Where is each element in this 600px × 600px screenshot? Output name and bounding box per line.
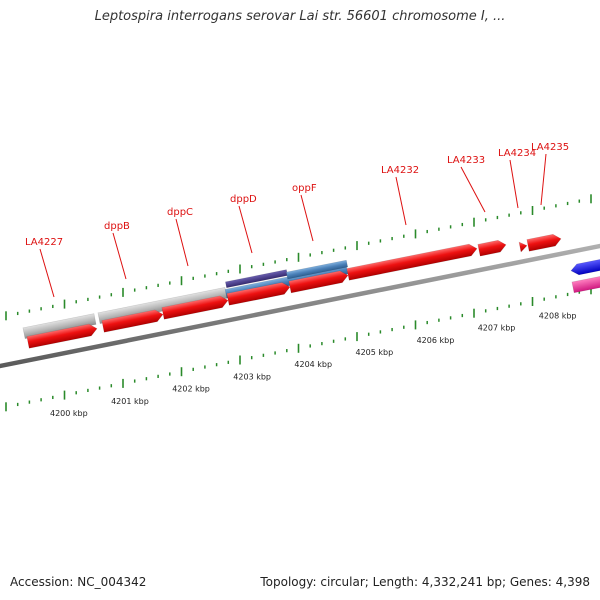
chromosome-backbone [0, 243, 600, 369]
gene-LA4233[interactable] [477, 239, 507, 257]
gene-oppF[interactable] [288, 270, 349, 294]
gene-label-dppC[interactable]: dppC [167, 207, 193, 218]
gene-LA4232[interactable] [346, 243, 478, 281]
gene-oppF-blue[interactable] [285, 259, 349, 280]
leader-line-LA4234 [509, 159, 519, 209]
gene-label-LA4233[interactable]: LA4233 [447, 155, 485, 166]
map-title: Leptospira interrogans serovar Lai str. … [94, 9, 506, 24]
position-label: 4202 kbp [172, 385, 210, 394]
gene-label-LA4234[interactable]: LA4234 [498, 148, 536, 159]
gene-label-dppD[interactable]: dppD [230, 194, 257, 205]
position-label: 4208 kbp [539, 311, 577, 320]
gene-track [22, 233, 600, 349]
gene-dppD[interactable] [226, 281, 291, 306]
position-label: 4200 kbp [50, 409, 88, 418]
leader-line-oppF [300, 194, 314, 242]
gene-label-LA4232[interactable]: LA4232 [381, 165, 419, 176]
leader-line-LA4232 [395, 176, 407, 226]
position-label: 4207 kbp [478, 324, 516, 333]
position-label: 4205 kbp [356, 348, 394, 357]
outer-tick-track [5, 194, 592, 321]
gene-LA4227-gray[interactable] [22, 313, 97, 339]
gene-label-LA4227[interactable]: LA4227 [25, 237, 63, 248]
leader-line-dppD [238, 205, 253, 254]
gene-label-oppF[interactable]: oppF [292, 183, 317, 194]
leader-line-LA4233 [460, 166, 486, 213]
gene-LA4234[interactable] [518, 241, 528, 253]
gene-dppC[interactable] [161, 295, 229, 320]
position-label: 4204 kbp [294, 360, 332, 369]
accession-text: Accession: NC_004342 [10, 575, 147, 589]
position-labels: 4200 kbp 4201 kbp 4202 kbp 4203 kbp 4204 kbp… [50, 311, 577, 418]
leader-line-LA4235 [540, 153, 547, 206]
gene-reverse-pink[interactable] [571, 275, 600, 294]
genome-summary-text: Topology: circular; Length: 4,332,241 bp… [260, 575, 590, 589]
position-label: 4203 kbp [233, 372, 271, 381]
leader-line-dppB [112, 232, 127, 280]
position-label: 4206 kbp [417, 336, 455, 345]
gene-label-dppB[interactable]: dppB [104, 221, 130, 232]
gene-dppB[interactable] [101, 309, 164, 333]
gene-LA4227[interactable] [26, 323, 98, 349]
position-label: 4201 kbp [111, 397, 149, 406]
gene-label-leaders [39, 153, 547, 298]
gene-LA4235[interactable] [526, 233, 562, 252]
gene-reverse-blue[interactable] [570, 258, 600, 276]
gene-label-LA4235[interactable]: LA4235 [531, 142, 569, 153]
gene-labels: LA4227 dppB dppC dppD oppF LA4232 LA4233 LA4234… [25, 142, 569, 248]
backbone-line [0, 243, 600, 369]
leader-line-dppC [175, 218, 189, 267]
leader-line-LA4227 [39, 248, 55, 298]
